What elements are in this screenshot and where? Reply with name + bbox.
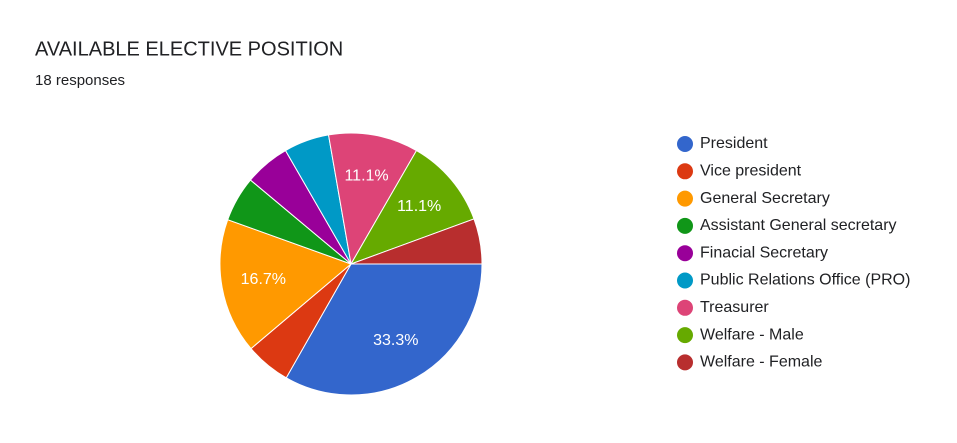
legend-swatch [677,217,693,234]
legend-swatch [677,136,693,152]
slice-label: 11.1% [397,198,441,215]
pie-slice [327,132,418,266]
legend-swatch [677,299,693,316]
legend-swatch [677,190,693,207]
pie-slice [349,149,475,265]
legend-swatch [677,272,693,289]
legend-label: Vice president [700,163,802,180]
legend-label: Assistant General secretary [700,217,897,234]
legend-swatch [677,163,693,180]
slice-label: 11.1% [344,168,388,185]
legend-label: Welfare - Female [700,354,823,371]
pie-slice [285,263,483,396]
legend-label: General Secretary [700,190,830,207]
slice-label: 33.3% [373,332,418,349]
pie-slice [350,218,483,265]
chart-title: AVAILABLE ELECTIVE POSITION [35,38,343,60]
slice-label: 16.7% [241,271,286,288]
legend-label: Public Relations Office (PRO) [700,272,910,289]
pie-slice [219,219,352,350]
legend-label: Finacial Secretary [700,244,828,261]
legend-swatch [677,327,693,344]
legend-swatch [677,354,693,371]
legend-label: Treasurer [700,299,769,316]
chart-subtitle: 18 responses [35,72,125,89]
legend-label: Welfare - Male [700,326,804,343]
legend-label: President [700,135,768,152]
legend-swatch [677,245,693,262]
